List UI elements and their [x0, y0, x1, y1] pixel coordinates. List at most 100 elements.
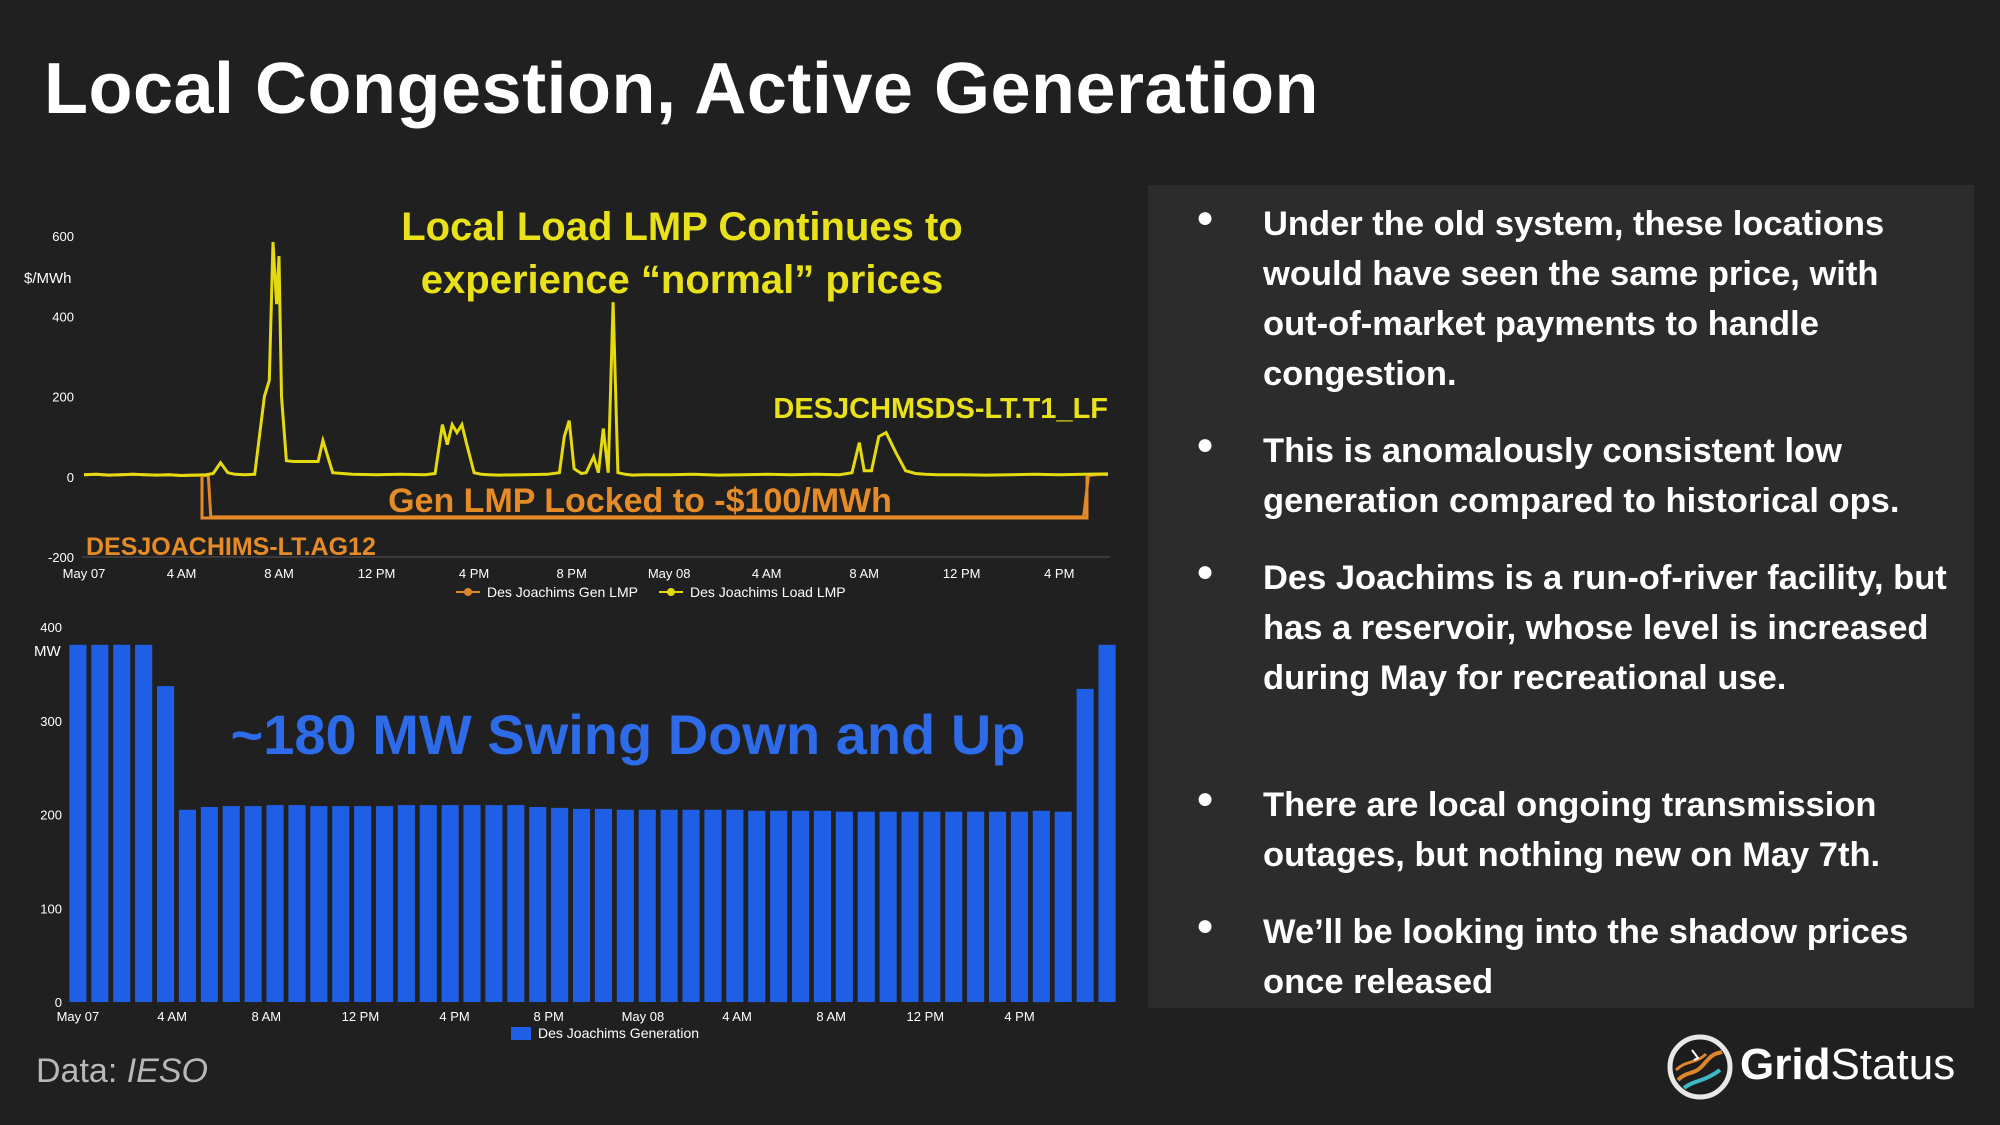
- generation-bar: [594, 808, 612, 1002]
- data-source-value: IESO: [126, 1052, 208, 1090]
- gen-x-tick-label: 12 PM: [907, 1009, 945, 1024]
- gen-y-axis-label: MW: [34, 643, 61, 660]
- lmp-annotation-title-1: Local Load LMP Continues to: [401, 205, 962, 249]
- generation-bar: [463, 805, 481, 1002]
- generation-bar: [573, 808, 591, 1002]
- legend-load-lmp-marker: [667, 588, 675, 596]
- generation-bar: [835, 811, 853, 1002]
- bullet-panel: ● Under the old system, these locations …: [1148, 185, 1974, 1008]
- lmp-y-tick-label: 0: [67, 470, 74, 485]
- data-source-label: Data:: [36, 1052, 118, 1090]
- generation-bar: [332, 806, 350, 1002]
- gen-locked-bracket: [200, 476, 1089, 520]
- grid-status-logo-icon: [1667, 1034, 1733, 1100]
- lmp-x-tick-label: 8 AM: [849, 566, 879, 581]
- lmp-x-tick-label: 4 AM: [167, 566, 197, 581]
- gen-x-tick-label: 8 PM: [534, 1009, 564, 1024]
- bullet-text: This is anomalously consistent low gener…: [1263, 432, 1900, 520]
- generation-bar: [748, 810, 766, 1003]
- generation-bar: [266, 805, 284, 1002]
- gen-x-tick-label: May 07: [57, 1009, 100, 1024]
- generation-annotation: ~180 MW Swing Down and Up: [231, 703, 1026, 766]
- lmp-x-ticks: May 07 4 AM 8 AM 12 PM 4 PM 8 PM May 08 4 AM 8 A…: [63, 566, 1075, 581]
- generation-bar: [879, 811, 897, 1002]
- generation-bar: [419, 805, 437, 1002]
- gen-y-ticks: 400 300 200 100 0: [40, 620, 62, 1010]
- bullet-dot: ●: [1196, 555, 1215, 588]
- gen-x-tick-label: 8 AM: [816, 1009, 846, 1024]
- gen-x-tick-label: 4 PM: [439, 1009, 469, 1024]
- lmp-x-tick-label: 8 AM: [264, 566, 294, 581]
- lmp-x-tick-label: 4 PM: [1044, 566, 1074, 581]
- generation-bar: [945, 811, 963, 1002]
- generation-bar: [91, 644, 109, 1002]
- generation-bar: [857, 811, 875, 1002]
- lmp-y-ticks: 600 400 200 0 -200: [48, 229, 74, 565]
- lmp-x-tick-label: 4 AM: [752, 566, 782, 581]
- lmp-y-tick-label: 400: [52, 309, 74, 324]
- generation-bar: [967, 811, 985, 1002]
- gen-x-ticks: May 07 4 AM 8 AM 12 PM 4 PM 8 PM May 08 4 AM 8 A…: [57, 1009, 1035, 1024]
- generation-bar: [1032, 810, 1050, 1003]
- generation-bar: [704, 809, 722, 1002]
- generation-bar: [178, 809, 196, 1002]
- legend-generation-swatch: [511, 1027, 531, 1040]
- logo-wordmark-bold: Grid: [1740, 1040, 1831, 1089]
- gen-bars: [69, 644, 1116, 1003]
- load-node-label: DESJCHMSDS-LT.T1_LF: [773, 393, 1108, 425]
- generation-bar: [813, 810, 831, 1003]
- lmp-x-tick-label: 12 PM: [943, 566, 981, 581]
- lmp-y-axis-label: $/MWh: [24, 270, 72, 287]
- generation-bar: [770, 810, 788, 1003]
- gen-x-tick-label: 4 AM: [157, 1009, 187, 1024]
- generation-bar: [529, 807, 547, 1002]
- generation-bar: [616, 809, 634, 1002]
- gen-x-tick-label: 4 PM: [1004, 1009, 1034, 1024]
- generation-bar: [485, 805, 503, 1002]
- generation-bar: [682, 809, 700, 1002]
- lmp-x-tick-label: May 08: [648, 566, 691, 581]
- gen-y-tick-label: 200: [40, 808, 62, 823]
- generation-bar: [792, 810, 810, 1003]
- generation-chart: MW 400 300 200 100 0 May 07 4 AM 8 AM 12 PM 4 PM…: [34, 620, 1116, 1040]
- generation-bar: [989, 811, 1007, 1002]
- generation-bar: [551, 807, 569, 1002]
- generation-bar: [901, 811, 919, 1002]
- gen-y-tick-label: 0: [55, 995, 62, 1010]
- slide-title: Local Congestion, Active Generation: [44, 49, 1320, 129]
- generation-bar: [1076, 688, 1094, 1002]
- gen-y-tick-label: 300: [40, 714, 62, 729]
- bullet-dot: ●: [1196, 201, 1215, 234]
- generation-bar: [310, 806, 328, 1002]
- lmp-x-tick-label: 12 PM: [358, 566, 396, 581]
- generation-bar: [135, 644, 153, 1002]
- gen-locked-label: Gen LMP Locked to -$100/MWh: [388, 482, 892, 520]
- generation-bar: [726, 809, 744, 1002]
- gen-node-label: DESJOACHIMS-LT.AG12: [86, 533, 376, 561]
- gen-x-tick-label: 4 AM: [722, 1009, 752, 1024]
- lmp-x-tick-label: 8 PM: [556, 566, 586, 581]
- generation-bar: [660, 809, 678, 1002]
- lmp-x-tick-label: 4 PM: [459, 566, 489, 581]
- lmp-annotation-title-2: experience “normal” prices: [421, 258, 943, 302]
- generation-bar: [1098, 644, 1116, 1002]
- generation-bar: [376, 806, 394, 1002]
- bullet-text: Des Joachims is a run-of-river facility,…: [1263, 559, 1947, 697]
- generation-bar: [69, 644, 87, 1002]
- generation-bar: [638, 809, 656, 1002]
- generation-bar: [157, 686, 175, 1002]
- bullet-dot: ●: [1196, 909, 1215, 942]
- legend-load-lmp-label: Des Joachims Load LMP: [690, 584, 846, 600]
- bullet-text: We’ll be looking into the shadow prices …: [1263, 913, 1909, 1001]
- generation-bar: [1054, 811, 1072, 1002]
- bullet-dot: ●: [1196, 428, 1215, 461]
- gen-x-tick-label: 12 PM: [342, 1009, 380, 1024]
- generation-bar: [441, 805, 459, 1002]
- generation-bar: [354, 806, 372, 1002]
- bullet-dot: ●: [1196, 782, 1215, 815]
- generation-bar: [1010, 811, 1028, 1002]
- bullet-text: There are local ongoing transmission out…: [1263, 786, 1881, 874]
- lmp-chart: $/MWh 600 400 200 0 -200 May 07 4 AM 8 AM 12 PM…: [24, 205, 1110, 600]
- generation-bar: [923, 811, 941, 1002]
- data-source: Data: IESO: [36, 1052, 208, 1091]
